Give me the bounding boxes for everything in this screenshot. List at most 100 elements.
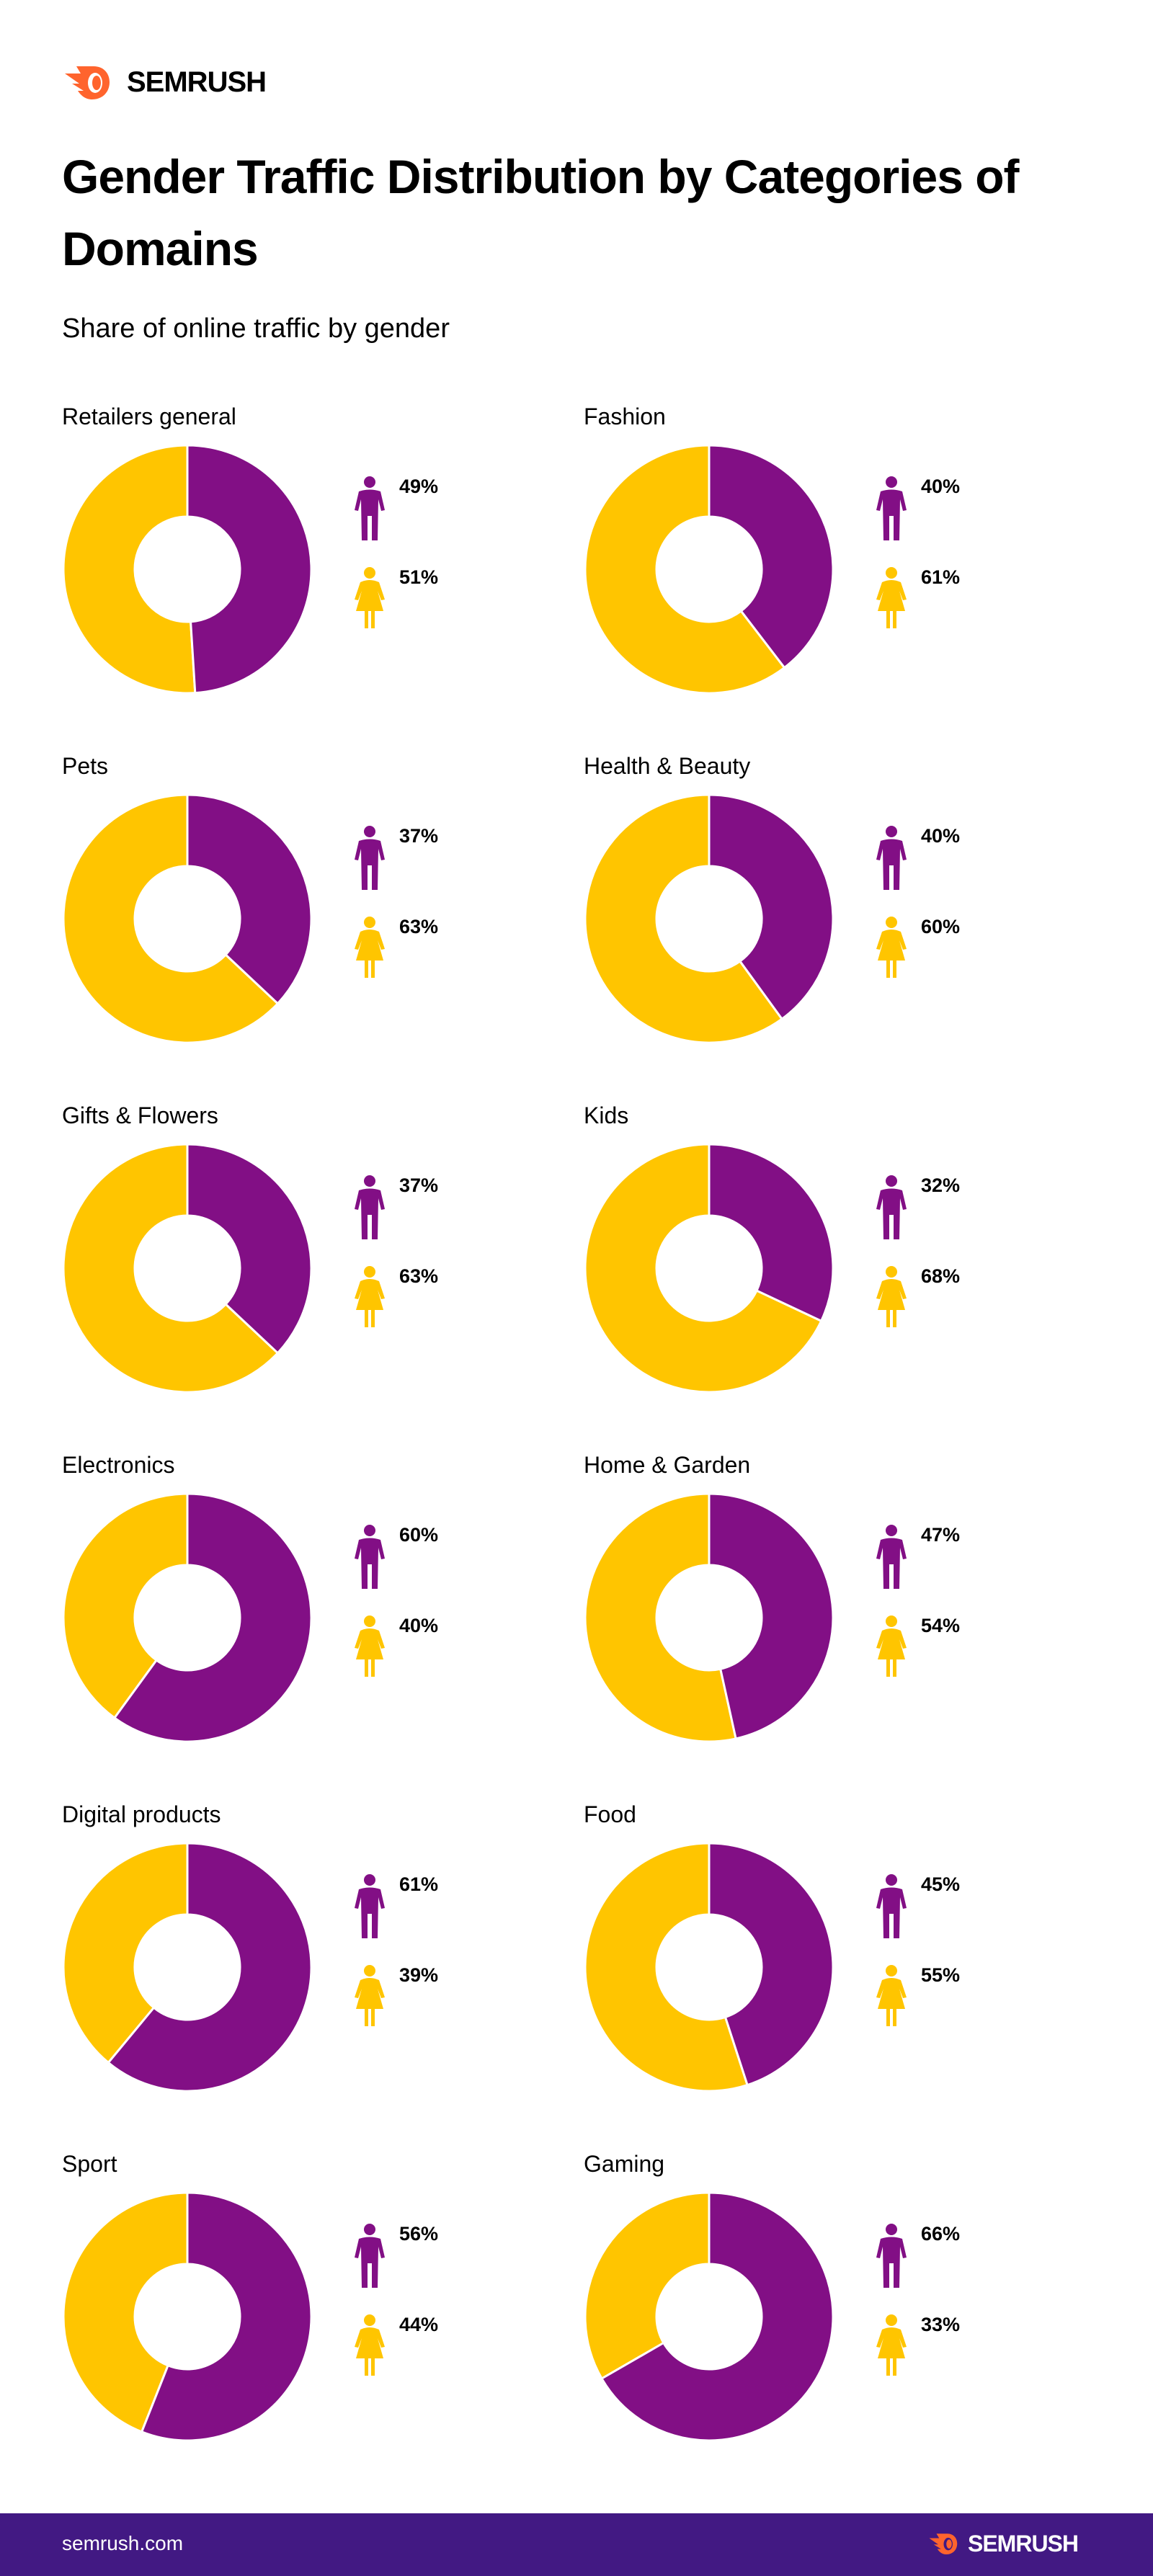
- male-slice: [186, 444, 313, 695]
- male-icon: [875, 1175, 908, 1244]
- male-icon: [353, 2223, 386, 2293]
- category-label: Gaming: [584, 2151, 665, 2177]
- female-percent: 54%: [921, 1615, 961, 1636]
- female-icon: [875, 2314, 908, 2381]
- female-slice: [62, 1492, 189, 1720]
- male-slice: [708, 1842, 834, 2087]
- male-slice: [112, 1492, 313, 1743]
- donut-chart: [62, 1143, 313, 1394]
- donut-chart: [584, 1143, 834, 1394]
- male-percent: 45%: [921, 1873, 961, 1895]
- category-label: Health & Beauty: [584, 753, 751, 779]
- male-icon: [875, 2223, 908, 2293]
- category-label: Food: [584, 1801, 636, 1827]
- male-percent: 60%: [399, 1524, 439, 1546]
- female-icon: [353, 2314, 386, 2381]
- category-label: Electronics: [62, 1452, 175, 1478]
- category-label: Kids: [584, 1102, 629, 1128]
- male-slice: [140, 2191, 313, 2442]
- donut-card: Gifts & Flowers 37% 63%: [62, 1102, 566, 1452]
- female-slice: [584, 2191, 711, 2381]
- male-icon: [353, 1524, 386, 1594]
- male-slice: [708, 1492, 834, 1740]
- footer-logo: SEMRUSH: [927, 2529, 1079, 2558]
- male-icon: [353, 1873, 386, 1943]
- male-slice: [107, 1842, 313, 2093]
- male-percent: 32%: [921, 1175, 961, 1196]
- donut-card: Sport 56% 44%: [62, 2151, 566, 2500]
- semrush-flame-icon: [65, 66, 110, 99]
- female-icon: [875, 566, 908, 633]
- male-slice: [708, 1143, 834, 1323]
- female-icon: [353, 1615, 386, 1682]
- category-label: Pets: [62, 753, 109, 779]
- male-percent: 40%: [921, 825, 961, 847]
- male-slice: [708, 793, 834, 1021]
- male-icon: [875, 1524, 908, 1594]
- female-percent: 51%: [399, 566, 439, 588]
- donut-chart: [62, 2191, 313, 2442]
- male-percent: 40%: [921, 476, 961, 497]
- footer: semrush.com SEMRUSH: [0, 2513, 1153, 2576]
- female-percent: 44%: [399, 2314, 439, 2335]
- donut-card: Food 45% 55%: [584, 1801, 1088, 2151]
- female-icon: [875, 1265, 908, 1332]
- footer-url[interactable]: semrush.com: [62, 2532, 184, 2554]
- female-slice: [584, 444, 786, 695]
- donut-card: Pets 37% 63%: [62, 753, 566, 1102]
- donut-card: Electronics 60% 40%: [62, 1452, 566, 1801]
- female-slice: [62, 444, 197, 695]
- female-slice: [584, 1842, 749, 2093]
- donut-chart: [584, 1842, 834, 2093]
- female-percent: 40%: [399, 1615, 439, 1636]
- female-icon: [353, 566, 386, 633]
- male-icon: [875, 825, 908, 895]
- female-icon: [875, 1964, 908, 2031]
- female-percent: 61%: [921, 566, 961, 588]
- female-icon: [353, 1964, 386, 2031]
- male-percent: 61%: [399, 1873, 439, 1895]
- male-icon: [353, 825, 386, 895]
- donut-chart: [584, 793, 834, 1044]
- female-slice: [62, 1143, 280, 1394]
- donut-chart: [584, 2191, 834, 2442]
- donut-chart: [62, 1492, 313, 1743]
- semrush-flame-icon: [929, 2533, 958, 2554]
- female-icon: [875, 1615, 908, 1682]
- donut-chart: [584, 444, 834, 695]
- female-percent: 55%: [921, 1964, 961, 1986]
- donut-card: Digital products 61% 39%: [62, 1801, 566, 2151]
- category-label: Digital products: [62, 1801, 221, 1827]
- female-slice: [584, 1492, 737, 1743]
- page-subtitle: Share of online traffic by gender: [62, 313, 450, 344]
- category-label: Sport: [62, 2151, 117, 2177]
- female-percent: 63%: [399, 916, 439, 937]
- donut-chart: [62, 444, 313, 695]
- female-icon: [875, 916, 908, 983]
- category-label: Fashion: [584, 404, 666, 429]
- male-slice: [186, 1143, 313, 1355]
- male-slice: [600, 2191, 834, 2442]
- donut-card: Home & Garden 47% 54%: [584, 1452, 1088, 1801]
- donut-chart: [62, 793, 313, 1044]
- female-slice: [584, 1143, 823, 1394]
- logo-wordmark: SEMRUSH: [127, 66, 267, 98]
- female-percent: 68%: [921, 1265, 961, 1287]
- male-icon: [353, 476, 386, 545]
- male-percent: 56%: [399, 2223, 439, 2245]
- donut-card: Health & Beauty 40% 60%: [584, 753, 1088, 1102]
- male-icon: [875, 476, 908, 545]
- female-slice: [584, 793, 784, 1044]
- female-slice: [62, 1842, 189, 2064]
- footer-logo-wordmark: SEMRUSH: [967, 2530, 1079, 2557]
- male-icon: [875, 1873, 908, 1943]
- category-label: Home & Garden: [584, 1452, 751, 1478]
- female-percent: 33%: [921, 2314, 961, 2335]
- female-percent: 63%: [399, 1265, 439, 1287]
- female-slice: [62, 793, 280, 1044]
- donut-chart: [584, 1492, 834, 1743]
- female-icon: [353, 1265, 386, 1332]
- male-slice: [186, 793, 313, 1005]
- female-icon: [353, 916, 386, 983]
- male-percent: 66%: [921, 2223, 961, 2245]
